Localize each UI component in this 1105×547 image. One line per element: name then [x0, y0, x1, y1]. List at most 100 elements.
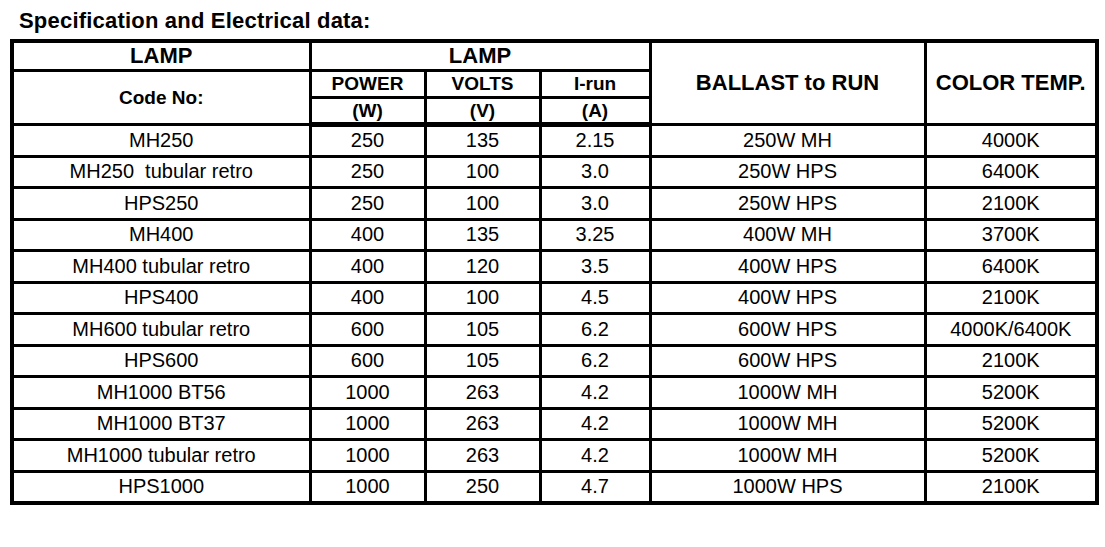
col-header-color-temp: COLOR TEMP. — [925, 41, 1097, 125]
table-row: MH250 tubular retro2501003.0250W HPS6400… — [12, 156, 1097, 188]
table-row: HPS100010002504.71000W HPS2100K — [12, 471, 1097, 503]
cell-i-run: 3.5 — [540, 251, 650, 283]
col-header-code-no: Code No: — [12, 71, 310, 125]
specification-table: LAMP LAMP BALLAST to RUN COLOR TEMP. Cod… — [10, 39, 1099, 505]
cell-ballast: 1000W MH — [650, 440, 925, 472]
cell-i-run: 4.2 — [540, 440, 650, 472]
cell-power: 400 — [310, 282, 425, 314]
cell-color-temp: 4000K/6400K — [925, 314, 1097, 346]
table-row: MH1000 BT5610002634.21000W MH5200K — [12, 377, 1097, 409]
table-body: MH2502501352.15250W MH4000KMH250 tubular… — [12, 125, 1097, 503]
cell-volts: 105 — [425, 314, 540, 346]
cell-power: 600 — [310, 314, 425, 346]
cell-volts: 100 — [425, 282, 540, 314]
cell-code-no: HPS250 — [12, 188, 310, 220]
cell-i-run: 4.2 — [540, 408, 650, 440]
cell-power: 1000 — [310, 377, 425, 409]
cell-i-run: 3.0 — [540, 156, 650, 188]
cell-code-no: HPS1000 — [12, 471, 310, 503]
cell-ballast: 1000W MH — [650, 377, 925, 409]
cell-ballast: 250W HPS — [650, 156, 925, 188]
cell-color-temp: 6400K — [925, 156, 1097, 188]
cell-power: 250 — [310, 188, 425, 220]
cell-ballast: 600W HPS — [650, 314, 925, 346]
cell-ballast: 250W HPS — [650, 188, 925, 220]
cell-color-temp: 2100K — [925, 471, 1097, 503]
cell-power: 1000 — [310, 471, 425, 503]
cell-volts: 135 — [425, 219, 540, 251]
cell-ballast: 600W HPS — [650, 345, 925, 377]
cell-i-run: 3.0 — [540, 188, 650, 220]
header-row-1: LAMP LAMP BALLAST to RUN COLOR TEMP. — [12, 41, 1097, 71]
cell-ballast: 400W HPS — [650, 282, 925, 314]
cell-power: 400 — [310, 251, 425, 283]
col-header-lamp-right: LAMP — [310, 41, 650, 71]
cell-power: 250 — [310, 125, 425, 157]
cell-color-temp: 2100K — [925, 345, 1097, 377]
cell-volts: 135 — [425, 125, 540, 157]
cell-code-no: HPS600 — [12, 345, 310, 377]
table-row: MH400 tubular retro4001203.5400W HPS6400… — [12, 251, 1097, 283]
document-page: Specification and Electrical data: LAMP … — [0, 0, 1105, 547]
col-header-volts-unit: (V) — [425, 98, 540, 125]
cell-code-no: MH1000 tubular retro — [12, 440, 310, 472]
cell-volts: 263 — [425, 440, 540, 472]
col-header-power-unit: (W) — [310, 98, 425, 125]
cell-power: 600 — [310, 345, 425, 377]
cell-code-no: MH1000 BT56 — [12, 377, 310, 409]
cell-code-no: MH600 tubular retro — [12, 314, 310, 346]
table-row: HPS6006001056.2600W HPS2100K — [12, 345, 1097, 377]
cell-power: 250 — [310, 156, 425, 188]
table-row: HPS2502501003.0250W HPS2100K — [12, 188, 1097, 220]
cell-i-run: 4.2 — [540, 377, 650, 409]
cell-code-no: MH250 — [12, 125, 310, 157]
cell-code-no: MH1000 BT37 — [12, 408, 310, 440]
cell-color-temp: 3700K — [925, 219, 1097, 251]
cell-i-run: 4.5 — [540, 282, 650, 314]
cell-ballast: 250W MH — [650, 125, 925, 157]
table-row: MH1000 tubular retro10002634.21000W MH52… — [12, 440, 1097, 472]
cell-code-no: MH400 tubular retro — [12, 251, 310, 283]
cell-color-temp: 5200K — [925, 377, 1097, 409]
cell-ballast: 1000W MH — [650, 408, 925, 440]
col-header-power: POWER — [310, 71, 425, 98]
cell-code-no: MH400 — [12, 219, 310, 251]
cell-color-temp: 2100K — [925, 282, 1097, 314]
col-header-i-run-unit: (A) — [540, 98, 650, 125]
cell-volts: 105 — [425, 345, 540, 377]
table-row: HPS4004001004.5400W HPS2100K — [12, 282, 1097, 314]
cell-volts: 250 — [425, 471, 540, 503]
cell-power: 400 — [310, 219, 425, 251]
cell-color-temp: 4000K — [925, 125, 1097, 157]
cell-power: 1000 — [310, 440, 425, 472]
cell-volts: 100 — [425, 188, 540, 220]
cell-color-temp: 5200K — [925, 408, 1097, 440]
cell-color-temp: 6400K — [925, 251, 1097, 283]
cell-code-no: MH250 tubular retro — [12, 156, 310, 188]
cell-volts: 120 — [425, 251, 540, 283]
col-header-volts: VOLTS — [425, 71, 540, 98]
cell-volts: 263 — [425, 377, 540, 409]
col-header-ballast-to-run: BALLAST to RUN — [650, 41, 925, 125]
cell-volts: 263 — [425, 408, 540, 440]
cell-code-no: HPS400 — [12, 282, 310, 314]
table-row: MH600 tubular retro6001056.2600W HPS4000… — [12, 314, 1097, 346]
col-header-i-run: I-run — [540, 71, 650, 98]
cell-volts: 100 — [425, 156, 540, 188]
table-row: MH1000 BT3710002634.21000W MH5200K — [12, 408, 1097, 440]
cell-i-run: 4.7 — [540, 471, 650, 503]
cell-i-run: 2.15 — [540, 125, 650, 157]
cell-ballast: 400W MH — [650, 219, 925, 251]
table-header: LAMP LAMP BALLAST to RUN COLOR TEMP. Cod… — [12, 41, 1097, 125]
cell-power: 1000 — [310, 408, 425, 440]
cell-i-run: 6.2 — [540, 345, 650, 377]
cell-color-temp: 2100K — [925, 188, 1097, 220]
cell-ballast: 400W HPS — [650, 251, 925, 283]
col-header-lamp-left: LAMP — [12, 41, 310, 71]
cell-i-run: 3.25 — [540, 219, 650, 251]
table-row: MH4004001353.25400W MH3700K — [12, 219, 1097, 251]
cell-color-temp: 5200K — [925, 440, 1097, 472]
page-title: Specification and Electrical data: — [19, 8, 1105, 34]
table-row: MH2502501352.15250W MH4000K — [12, 125, 1097, 157]
cell-i-run: 6.2 — [540, 314, 650, 346]
